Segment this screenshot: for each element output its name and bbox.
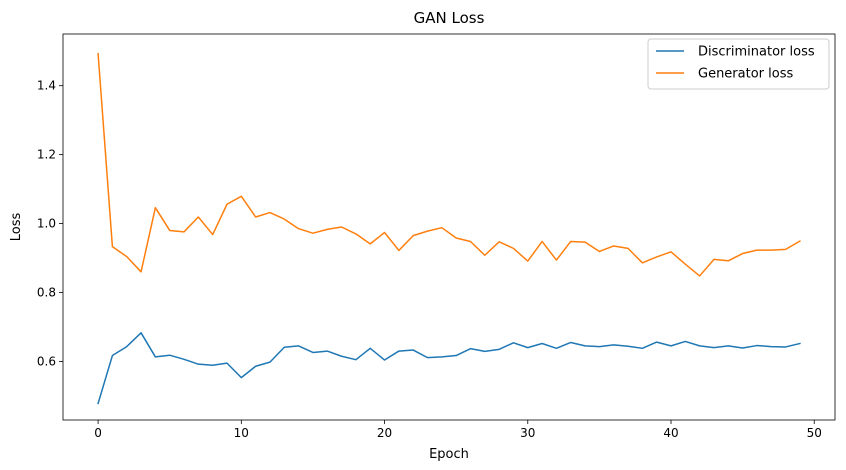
axes-frame xyxy=(62,33,836,421)
x-axis-label: Epoch xyxy=(429,447,469,462)
y-tick-label: 1.2 xyxy=(37,148,56,162)
series-line-generator xyxy=(97,52,801,277)
y-tick-label: 0.8 xyxy=(37,285,56,299)
x-tick-label: 0 xyxy=(94,426,102,440)
legend-box xyxy=(647,38,830,90)
series-line-discriminator xyxy=(97,332,801,405)
x-tick-label: 50 xyxy=(807,426,822,440)
x-tick-label: 20 xyxy=(377,426,392,440)
y-tick-label: 1.0 xyxy=(37,217,56,231)
y-tick-label: 1.4 xyxy=(37,79,56,93)
x-tick-label: 10 xyxy=(234,426,249,440)
x-tick-label: 40 xyxy=(663,426,678,440)
plot-area: 0 10 20 30 40 50 0.6 0.8 1.0 1.2 1.4 Discriminator … xyxy=(37,33,836,440)
legend-label: Discriminator loss xyxy=(698,45,815,60)
legend-label: Generator loss xyxy=(698,67,793,82)
chart-title: GAN Loss xyxy=(414,9,485,27)
y-tick-label: 0.6 xyxy=(37,354,56,368)
y-axis-label: Loss xyxy=(9,213,24,242)
x-tick-label: 30 xyxy=(520,426,535,440)
